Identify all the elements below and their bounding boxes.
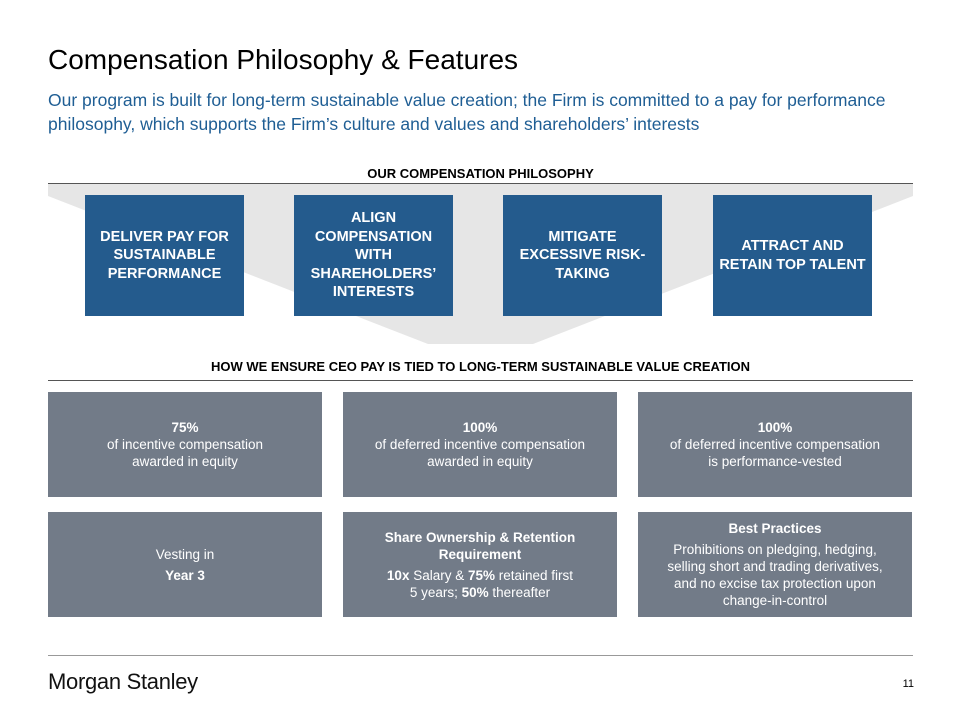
footer-rule <box>48 655 913 656</box>
philosophy-box-mitigate-risk: MITIGATE EXCESSIVE RISK-TAKING <box>503 195 662 316</box>
morgan-stanley-logo: Morgan Stanley <box>48 669 198 694</box>
page-subtitle: Our program is built for long-term susta… <box>48 90 886 134</box>
feature-text-line: of deferred incentive compensation <box>374 437 586 452</box>
ensure-heading: HOW WE ENSURE CEO PAY IS TIED TO LONG-TE… <box>210 359 751 374</box>
ownership-salary-text: Salary & <box>409 567 468 583</box>
feature-text-line: Prohibitions on pledging, hedging, selli… <box>667 542 883 608</box>
funnel-arrow-graphic <box>48 184 913 344</box>
feature-text-line: awarded in equity <box>427 454 533 469</box>
page-title: Compensation Philosophy & Features <box>48 44 519 75</box>
feature-text-line: 5 years; 50% thereafter <box>410 584 550 601</box>
feature-value: 75% <box>171 420 199 435</box>
feature-box-incentive-equity: 75% of incentive compensation awarded in… <box>48 392 322 497</box>
philosophy-rule <box>48 183 913 184</box>
philosophy-box-align-compensation: ALIGN COMPENSATION WITH SHAREHOLDERS’ IN… <box>294 195 453 316</box>
ownership-retained-text: retained first <box>495 567 574 583</box>
ownership-years-text: 5 years; <box>409 584 462 600</box>
feature-text-line: 10x Salary & 75% retained first <box>387 567 573 584</box>
ownership-after-pct: 50% <box>461 584 489 600</box>
feature-value: 100% <box>757 420 793 435</box>
feature-text-line: awarded in equity <box>132 454 238 469</box>
feature-text-line: Vesting in <box>155 546 215 562</box>
philosophy-box-deliver-pay: DELIVER PAY FOR SUSTAINABLE PERFORMANCE <box>85 195 244 316</box>
feature-value: 100% <box>462 420 498 435</box>
feature-box-share-ownership: Share Ownership & Retention Requirement … <box>343 512 617 617</box>
ensure-rule <box>48 380 913 381</box>
feature-box-vesting: Vesting in Year 3 <box>48 512 322 617</box>
philosophy-box-attract-talent: ATTRACT AND RETAIN TOP TALENT <box>713 195 872 316</box>
ownership-after-text: thereafter <box>488 584 551 600</box>
feature-value: Year 3 <box>165 567 205 583</box>
feature-box-performance-vested: 100% of deferred incentive compensation … <box>638 392 912 497</box>
feature-title: Best Practices <box>728 521 822 536</box>
ownership-multiple: 10x <box>386 567 410 583</box>
feature-text-line: is performance-vested <box>708 454 842 469</box>
feature-title: Share Ownership & Retention Requirement <box>384 529 576 562</box>
feature-text-line: of incentive compensation <box>106 437 264 452</box>
philosophy-heading: OUR COMPENSATION PHILOSOPHY <box>367 166 594 181</box>
ownership-retained-pct: 75% <box>467 567 496 583</box>
feature-text-line: of deferred incentive compensation <box>669 437 881 452</box>
feature-box-deferred-equity: 100% of deferred incentive compensation … <box>343 392 617 497</box>
page-number: 11 <box>902 678 914 690</box>
feature-box-best-practices: Best Practices Prohibitions on pledging,… <box>638 512 912 617</box>
